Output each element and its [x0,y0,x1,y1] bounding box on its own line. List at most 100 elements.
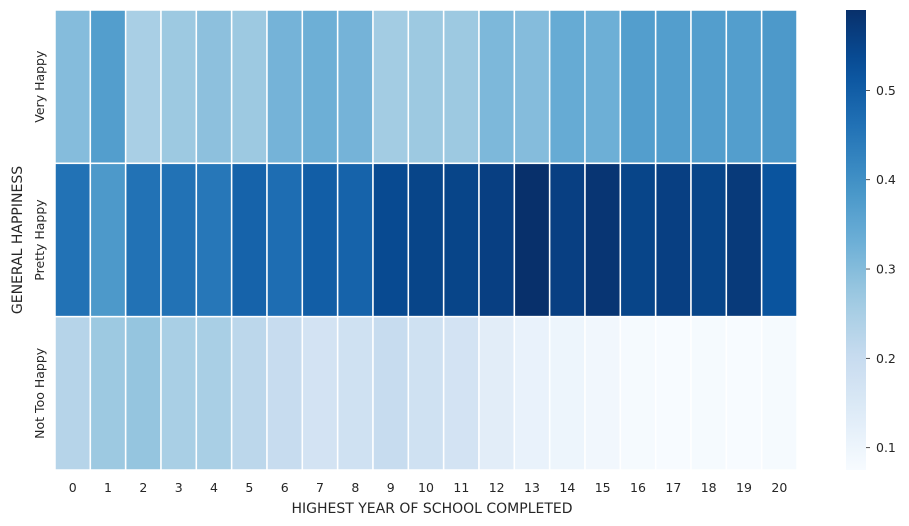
heatmap-cell [619,162,657,318]
heatmap-cell [654,315,692,471]
x-tick-label: 5 [245,480,253,495]
heatmap-cell [89,9,127,165]
heatmap-cell [513,315,551,471]
heatmap-cell [548,315,586,471]
colorbar-tick-label: 0.5 [876,83,896,98]
heatmap-cell [690,9,728,165]
heatmap-cell [548,162,586,318]
heatmap-cell [372,315,410,471]
heatmap-cell [54,162,92,318]
heatmap-cell [89,162,127,318]
heatmap-cell [160,9,198,165]
heatmap-cell [584,9,622,165]
heatmap-cell [725,9,763,165]
heatmap-cell [266,162,304,318]
heatmap-cell [760,9,798,165]
colorbar-ticks: 0.1 0.2 0.3 0.4 0.5 [866,83,896,455]
heatmap-cell [336,162,374,318]
x-tick-label: 12 [489,480,505,495]
heatmap-cell [301,9,339,165]
heatmap-cell [230,9,268,165]
heatmap-cell [619,315,657,471]
x-tick-label: 3 [175,480,183,495]
heatmap-cell [301,315,339,471]
heatmap-cell [690,315,728,471]
heatmap-cell [654,9,692,165]
heatmap-cell [336,315,374,471]
heatmap-cell [407,9,445,165]
heatmap-cell [725,162,763,318]
heatmap-cell [513,162,551,318]
heatmap-cell [690,162,728,318]
x-tick-label: 9 [387,480,395,495]
y-axis-label: GENERAL HAPPINESS [10,166,26,314]
heatmap-cell [760,162,798,318]
heatmap-cell [619,9,657,165]
x-tick-label: 6 [281,480,289,495]
x-tick-label: 11 [453,480,469,495]
heatmap-cell [54,315,92,471]
heatmap-cell [442,315,480,471]
heatmap-cell [760,315,798,471]
y-tick-labels: Very Happy Pretty Happy Not Too Happy [32,50,47,439]
x-tick-labels: 0 1 2 3 4 5 6 7 8 9 10 11 12 13 14 15 16 17 18 19 20 [69,480,788,495]
x-axis-label: HIGHEST YEAR OF SCHOOL COMPLETED [291,501,572,517]
heatmap-cell [195,162,233,318]
x-tick-label: 2 [139,480,147,495]
x-tick-label: 1 [104,480,112,495]
x-tick-label: 13 [524,480,540,495]
heatmap-cell [54,9,92,165]
heatmap-cell [584,315,622,471]
heatmap-cell [478,162,516,318]
x-tick-label: 15 [595,480,611,495]
heatmap-cell [407,162,445,318]
y-tick-label: Very Happy [32,50,47,123]
heatmap-cell [478,315,516,471]
heatmap-cell [407,315,445,471]
colorbar-tick-label: 0.4 [876,172,896,187]
x-tick-label: 16 [630,480,646,495]
heatmap-cells [54,9,798,471]
colorbar [846,10,866,470]
heatmap-cell [266,315,304,471]
heatmap-cell [478,9,516,165]
x-tick-label: 20 [771,480,787,495]
heatmap-cell [266,9,304,165]
heatmap-cell [124,162,162,318]
colorbar-tick-label: 0.1 [876,440,896,455]
heatmap-cell [372,162,410,318]
heatmap-cell [301,162,339,318]
colorbar-tick-label: 0.3 [876,262,896,277]
y-tick-label: Pretty Happy [32,199,47,281]
x-tick-label: 18 [701,480,717,495]
heatmap-cell [230,315,268,471]
heatmap-cell [548,9,586,165]
heatmap-cell [372,9,410,165]
heatmap-cell [513,9,551,165]
heatmap-cell [442,9,480,165]
y-tick-label: Not Too Happy [32,347,47,439]
heatmap-cell [442,162,480,318]
heatmap-cell [584,162,622,318]
heatmap-cell [160,315,198,471]
heatmap-cell [124,9,162,165]
heatmap-cell [725,315,763,471]
heatmap-cell [336,9,374,165]
heatmap-cell [160,162,198,318]
x-tick-label: 14 [559,480,575,495]
x-tick-label: 17 [665,480,681,495]
heatmap-cell [195,315,233,471]
heatmap-cell [195,9,233,165]
heatmap-cell [89,315,127,471]
x-tick-label: 4 [210,480,218,495]
x-tick-label: 8 [351,480,359,495]
x-tick-label: 0 [69,480,77,495]
colorbar-tick-label: 0.2 [876,351,896,366]
heatmap-cell [124,315,162,471]
heatmap-cell [654,162,692,318]
x-tick-label: 7 [316,480,324,495]
heatmap-cell [230,162,268,318]
x-tick-label: 19 [736,480,752,495]
x-tick-label: 10 [418,480,434,495]
